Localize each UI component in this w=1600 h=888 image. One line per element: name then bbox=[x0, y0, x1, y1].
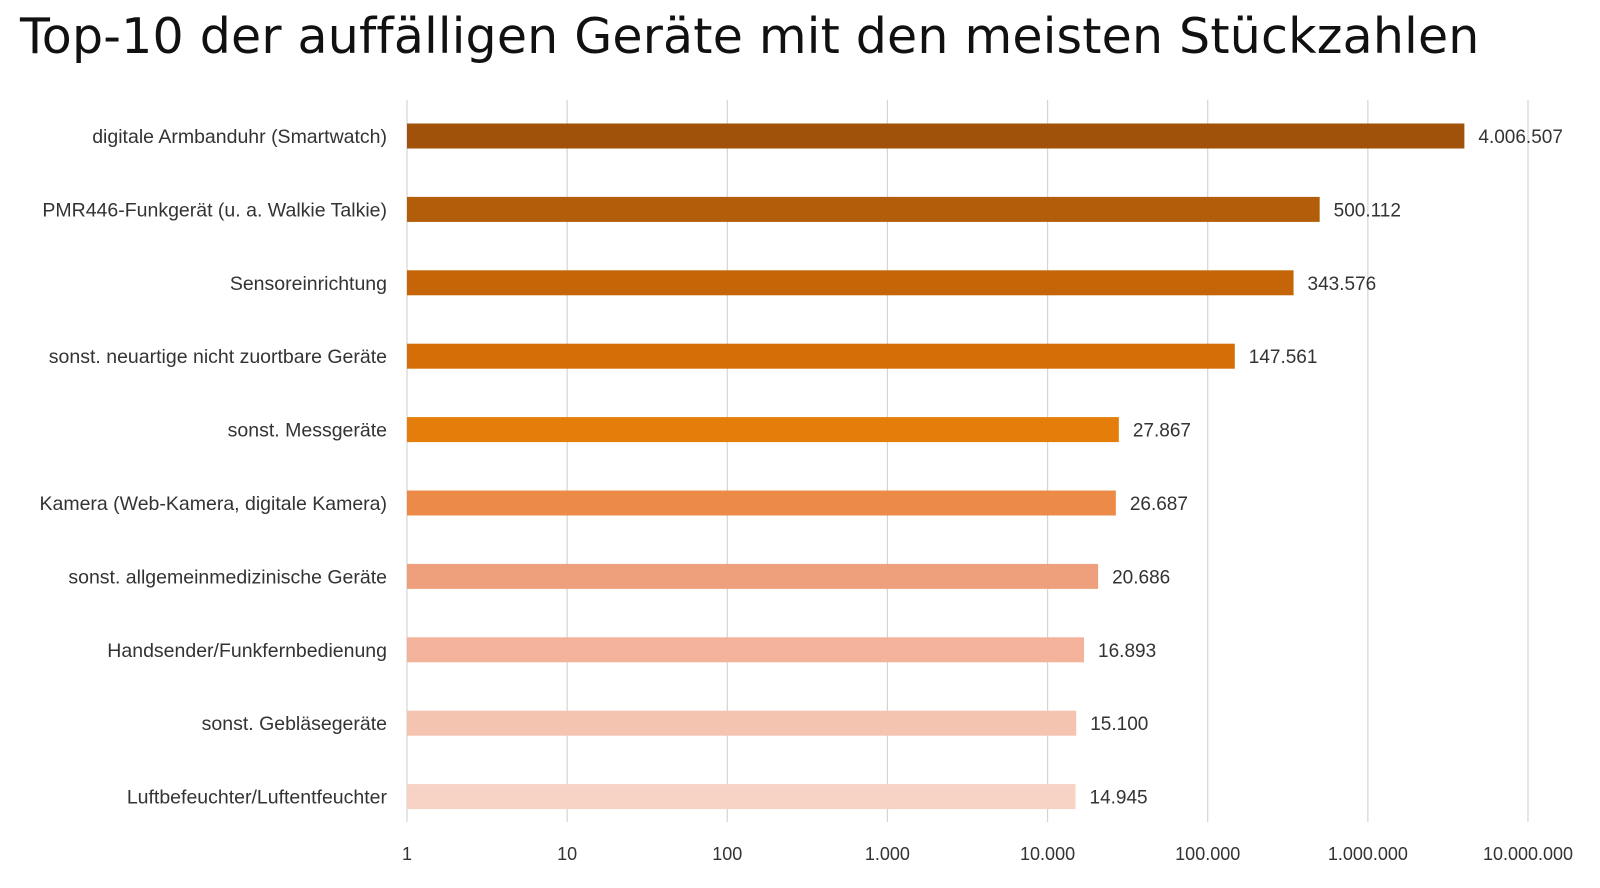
bar bbox=[407, 270, 1294, 296]
value-label: 27.867 bbox=[1133, 421, 1191, 442]
bars bbox=[407, 123, 1465, 810]
bar bbox=[407, 710, 1077, 736]
chart-title: Top-10 der auffälligen Geräte mit den me… bbox=[20, 8, 1480, 65]
category-label: sonst. Messgeräte bbox=[228, 420, 387, 442]
bar bbox=[407, 563, 1099, 589]
x-tick-label: 1.000 bbox=[865, 844, 910, 864]
category-label: Sensoreinrichtung bbox=[230, 273, 387, 295]
bar bbox=[407, 784, 1076, 810]
value-label: 16.893 bbox=[1098, 641, 1156, 662]
x-tick-label: 1.000.000 bbox=[1328, 844, 1408, 864]
x-tick-label: 100 bbox=[712, 844, 742, 864]
category-label: sonst. neuartige nicht zuortbare Geräte bbox=[49, 346, 387, 368]
value-label: 147.561 bbox=[1249, 347, 1318, 368]
x-axis-tick-labels: 1 10 100 1.000 10.000 100.000 1.000.000 10.000.… bbox=[402, 844, 1573, 864]
category-label: Luftbefeuchter/Luftentfeuchter bbox=[127, 787, 388, 809]
category-label: sonst. Gebläsegeräte bbox=[202, 713, 387, 735]
x-tick-label: 10.000 bbox=[1020, 844, 1075, 864]
x-tick-label: 100.000 bbox=[1175, 844, 1240, 864]
value-label: 20.686 bbox=[1112, 567, 1170, 588]
bar bbox=[407, 343, 1235, 369]
x-tick-label: 1 bbox=[402, 844, 412, 864]
value-label: 500.112 bbox=[1334, 200, 1401, 221]
category-label: PMR446-Funkgerät (u. a. Walkie Talkie) bbox=[42, 199, 387, 221]
value-label: 26.687 bbox=[1130, 494, 1188, 515]
value-label: 4.006.507 bbox=[1478, 127, 1563, 148]
value-label: 343.576 bbox=[1308, 274, 1377, 295]
bar bbox=[407, 196, 1320, 222]
category-labels: digitale Armbanduhr (Smartwatch) PMR446-F… bbox=[39, 126, 387, 809]
value-labels: 4.006.507 500.112 343.576 147.561 27.867 26.6… bbox=[1090, 127, 1563, 809]
bar bbox=[407, 637, 1085, 663]
value-label: 15.100 bbox=[1090, 714, 1148, 735]
bar bbox=[407, 123, 1465, 149]
category-label: Kamera (Web-Kamera, digitale Kamera) bbox=[39, 493, 387, 515]
category-label: Handsender/Funkfernbedienung bbox=[107, 640, 387, 662]
x-tick-label: 10 bbox=[557, 844, 577, 864]
bar bbox=[407, 417, 1119, 443]
bar bbox=[407, 490, 1116, 516]
value-label: 14.945 bbox=[1090, 788, 1148, 809]
category-label: sonst. allgemeinmedizinische Geräte bbox=[68, 566, 387, 588]
x-tick-label: 10.000.000 bbox=[1483, 844, 1573, 864]
category-label: digitale Armbanduhr (Smartwatch) bbox=[92, 126, 387, 148]
